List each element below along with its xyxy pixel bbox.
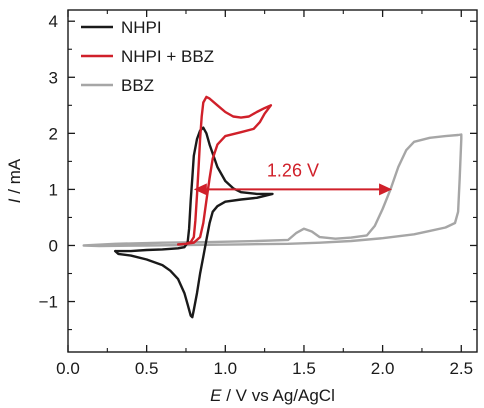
- annotation-arrowhead-right: [379, 183, 393, 196]
- x-tick-label: 2.0: [371, 359, 395, 378]
- annotation-label: 1.26 V: [267, 160, 319, 180]
- x-axis-title: E / V vs Ag/AgCl: [210, 386, 335, 405]
- annotation-arrowhead-left: [193, 183, 207, 196]
- y-tick-label: 1: [49, 180, 58, 199]
- x-tick-label: 2.5: [449, 359, 473, 378]
- x-axis-title-unit: / V vs Ag/AgCl: [221, 386, 334, 405]
- x-axis-title-symbol: E: [210, 386, 222, 405]
- x-tick-label: 1.5: [292, 359, 316, 378]
- y-tick-label: 3: [49, 68, 58, 87]
- legend-label-nhpi-bbz: NHPI + BBZ: [121, 47, 214, 66]
- series-line-bbz: [82, 133, 463, 248]
- x-tick-label: 0.5: [135, 359, 159, 378]
- series-line-nhpi: [114, 126, 274, 319]
- x-tick-label: 1.0: [213, 359, 237, 378]
- legend-label-bbz: BBZ: [121, 76, 154, 95]
- y-axis-title: I / mA: [5, 158, 24, 203]
- legend-label-nhpi: NHPI: [121, 18, 162, 37]
- plot-frame: [67, 9, 478, 353]
- y-tick-label: 4: [49, 12, 58, 31]
- plot-layer: 0.0 0.5 1.0 1.5 2.0 2.5 −1 0 1 2 3 4 E / V vs Ag/AgC…: [5, 9, 478, 405]
- y-axis-title-unit: / mA: [5, 158, 24, 198]
- y-axis-title-symbol: I: [5, 198, 24, 203]
- y-tick-label: 0: [49, 236, 58, 255]
- x-tick-label: 0.0: [56, 359, 80, 378]
- y-tick-label: 2: [49, 124, 58, 143]
- y-tick-label: −1: [39, 293, 58, 312]
